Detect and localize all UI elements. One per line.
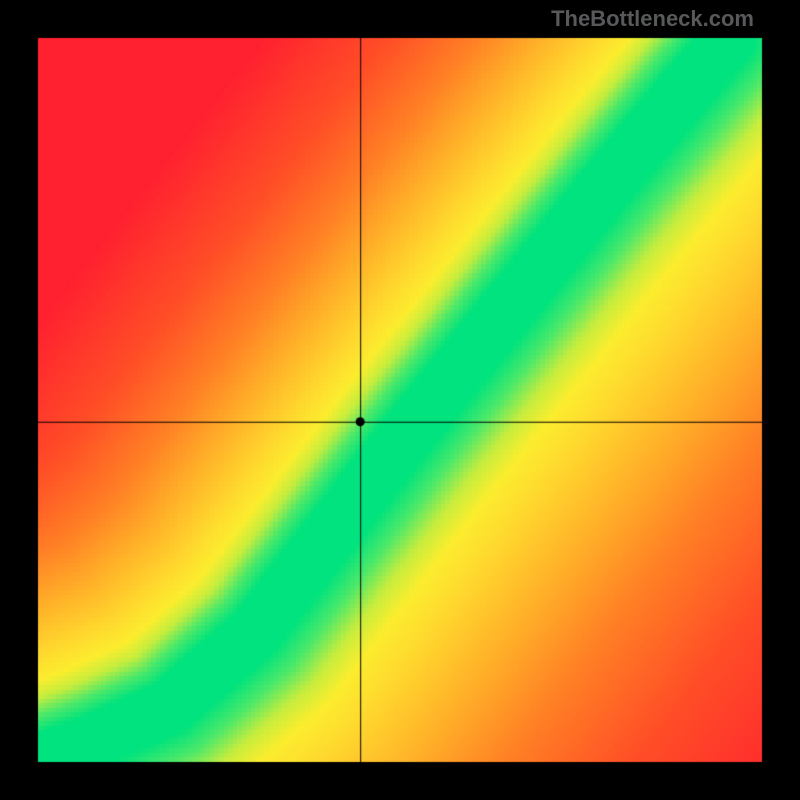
bottleneck-heatmap	[0, 0, 800, 800]
watermark-text: TheBottleneck.com	[551, 6, 754, 32]
chart-container: TheBottleneck.com	[0, 0, 800, 800]
